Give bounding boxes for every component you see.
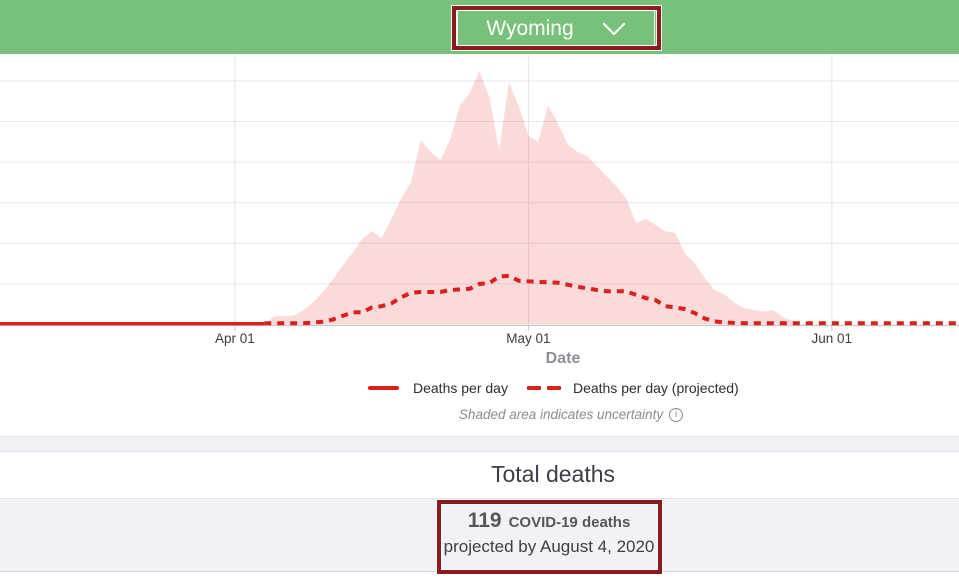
total-deaths-band [0,498,959,572]
info-icon[interactable]: i [669,407,684,422]
uncertainty-area [264,70,813,325]
projection-date-line: projected by August 4, 2020 [443,537,655,556]
total-deaths-heading: Total deaths [490,461,616,487]
x-tick-label: May 01 [506,331,550,346]
state-dropdown-label: Wyoming [486,17,574,40]
x-tick-label: Jun 01 [812,331,853,346]
section-divider [0,436,959,452]
deaths-per-day-chart: Apr 01 May 01 Jun 01 [0,55,959,346]
total-deaths-stat: 119 COVID-19 deaths projected by August 4… [444,509,655,557]
state-dropdown[interactable]: Wyoming [457,10,655,48]
legend-item-deaths-per-day[interactable]: Deaths per day [368,380,508,396]
legend-label-dashed: Deaths per day (projected) [572,380,739,396]
legend-label-solid: Deaths per day [413,380,508,396]
header-bar: Wyoming [0,0,959,54]
deaths-count-line: 119 COVID-19 deaths [444,509,655,533]
legend-item-deaths-per-day-projected[interactable]: Deaths per day (projected) [526,380,739,396]
chevron-down-icon [602,22,626,36]
deaths-line-projected [264,273,959,326]
chart-legend: Deaths per day Deaths per day (projected… [368,379,739,397]
uncertainty-note-text: Shaded area indicates uncertainty [458,407,664,422]
uncertainty-note: Shaded area indicates uncertainty i [458,407,684,422]
deaths-count-label: COVID-19 deaths [508,514,631,531]
solid-line-swatch-icon [368,385,399,391]
dashed-line-swatch-icon [526,385,561,391]
x-tick-label: Apr 01 [215,331,255,346]
deaths-count: 119 [467,509,502,532]
x-axis-title: Date [545,350,581,367]
